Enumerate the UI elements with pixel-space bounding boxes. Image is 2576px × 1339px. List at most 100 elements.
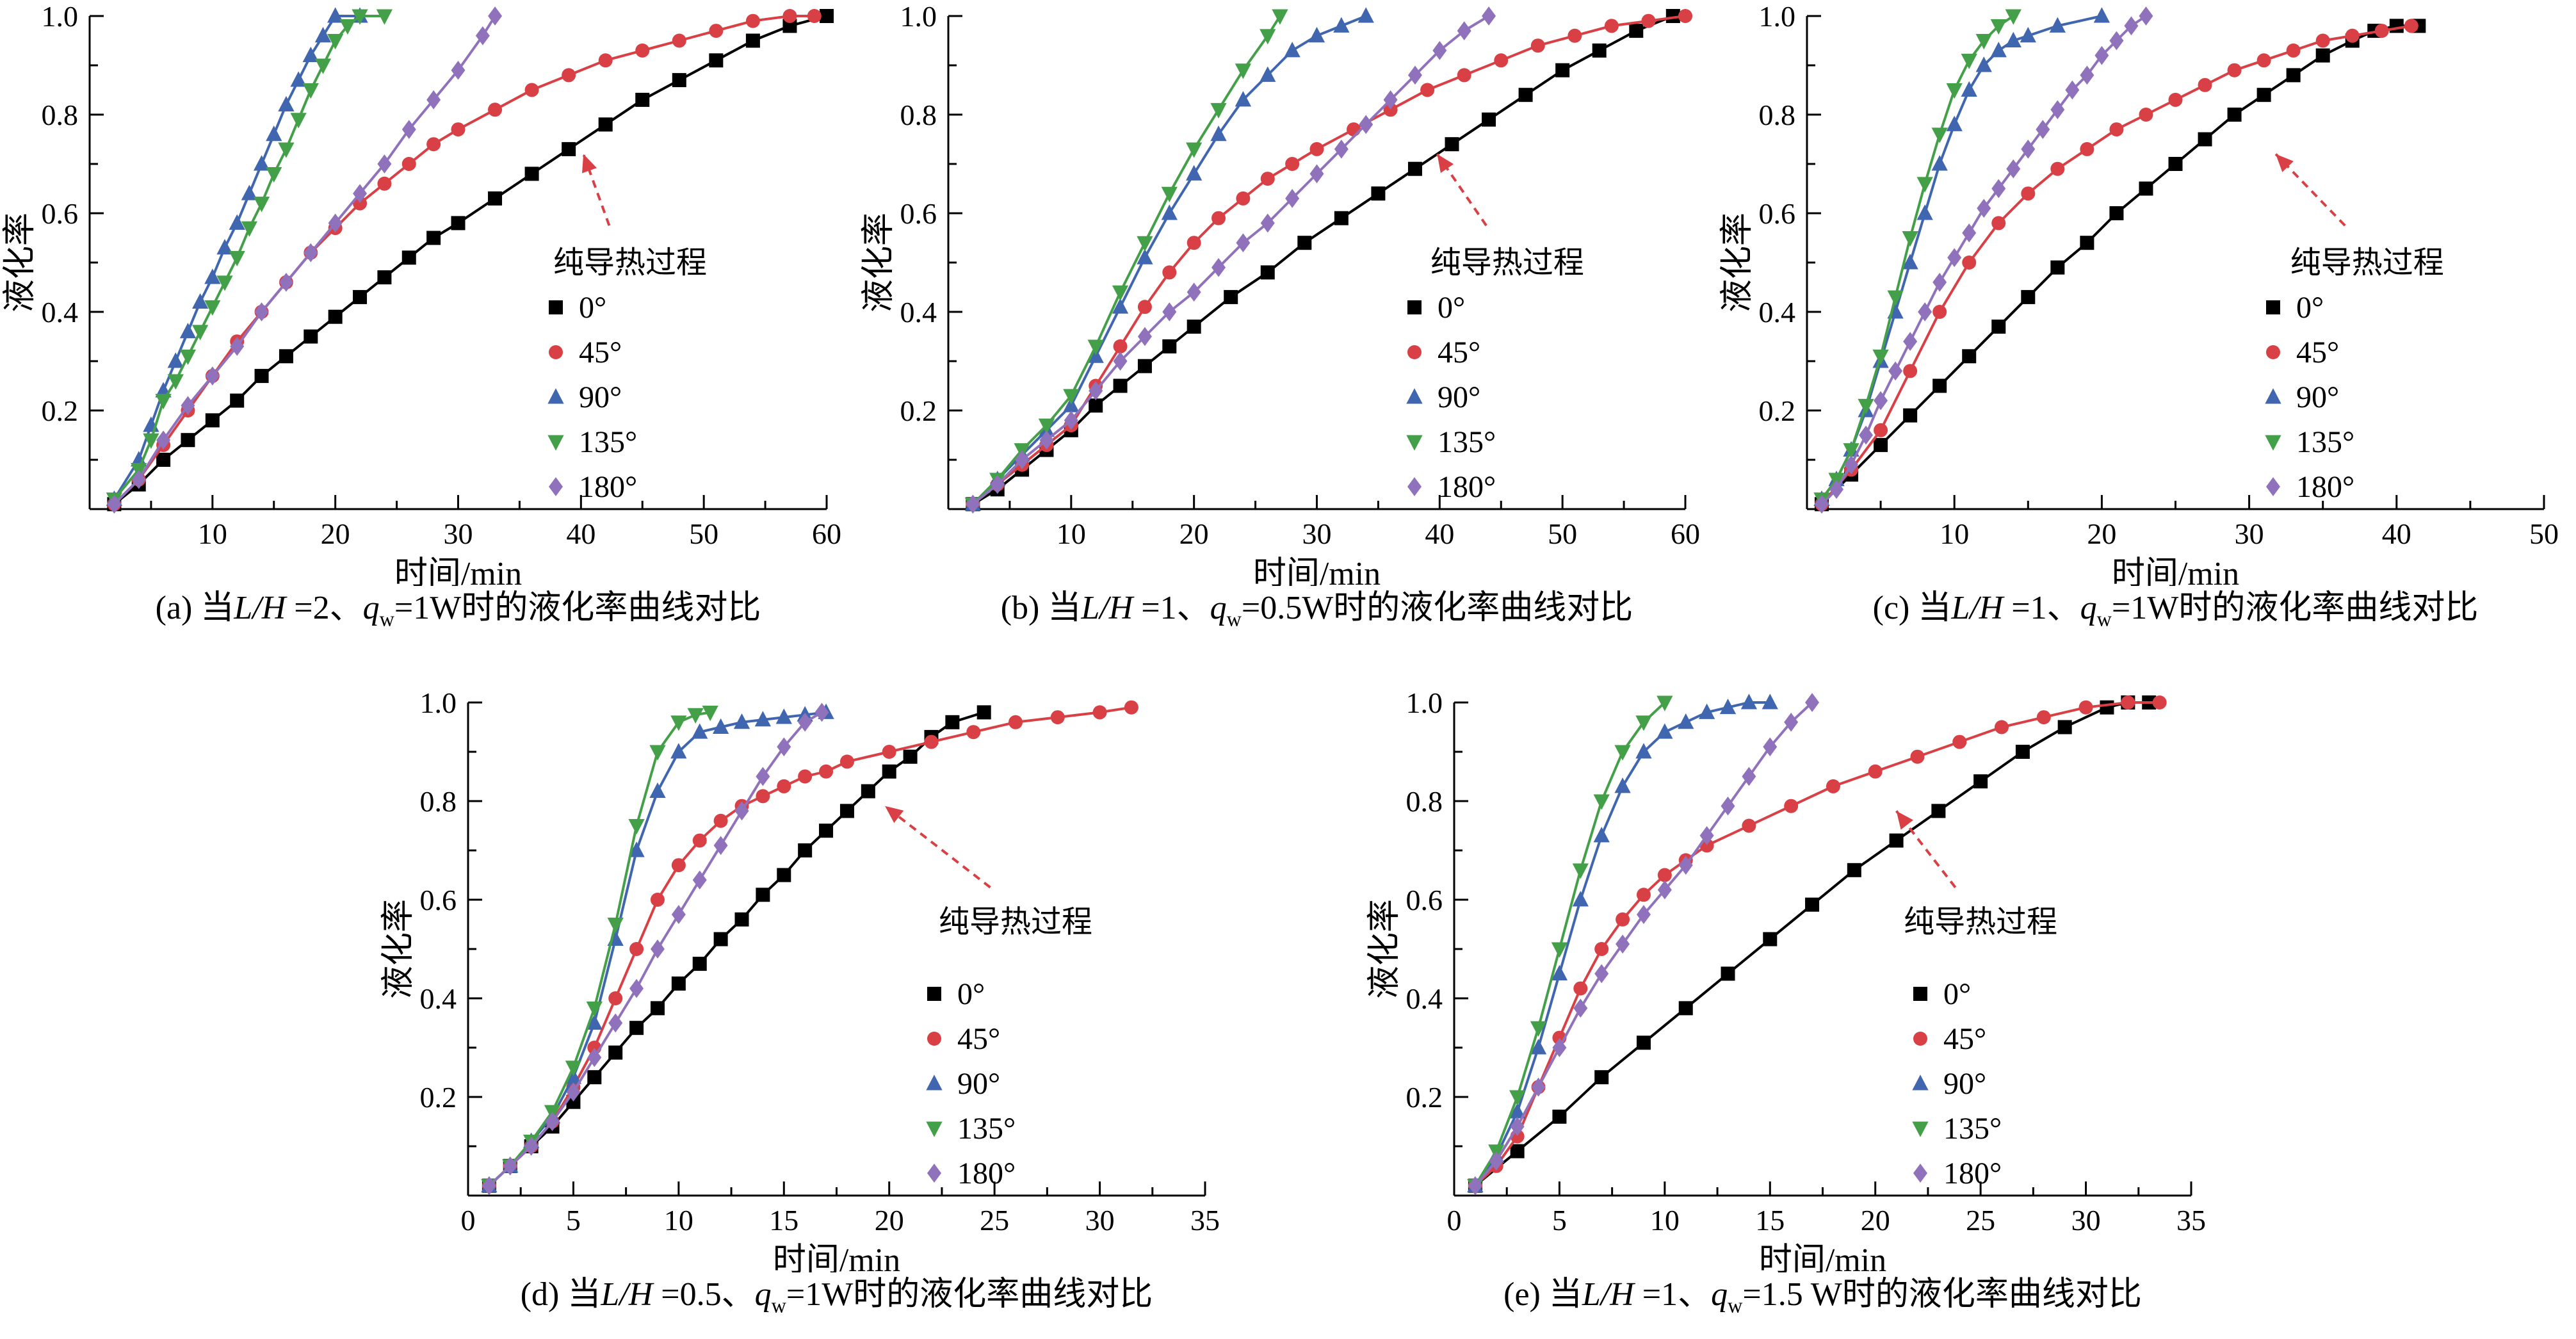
caption-segment: L/H: [1951, 590, 2004, 626]
svg-text:60: 60: [812, 517, 841, 550]
legend-label: 90°: [2296, 380, 2339, 414]
annotation-pure-conduction: 纯导热过程: [1430, 153, 1584, 280]
svg-text:0.4: 0.4: [42, 296, 79, 329]
legend-label: 180°: [957, 1156, 1016, 1190]
caption-segment: =1W时的液化率曲线对比: [786, 1276, 1153, 1313]
caption-segment: q: [362, 590, 380, 626]
legend-label: 90°: [1943, 1067, 1986, 1101]
legend-label: 90°: [957, 1067, 1000, 1101]
y-axis-label: 液化率: [861, 213, 897, 312]
svg-text:50: 50: [1548, 517, 1577, 550]
x-axis-label: 时间/min: [2112, 556, 2239, 586]
arrowhead-icon: [1896, 811, 1913, 830]
series-135deg: [481, 705, 718, 1195]
legend-label: 45°: [957, 1022, 1000, 1056]
chart-a-plot: 0.2 0.4 0.6 0.8 1.0 10 20 30 40 50 60 时间/min 液化率 0° 45…: [2, 0, 841, 586]
svg-text:0.6: 0.6: [1759, 197, 1796, 230]
series-45deg: [482, 700, 1138, 1193]
svg-text:15: 15: [769, 1204, 798, 1237]
legend-label: 0°: [1943, 977, 1971, 1011]
caption-segment: =2、: [286, 590, 363, 626]
svg-text:20: 20: [1861, 1204, 1890, 1237]
arrowhead-icon: [2276, 154, 2294, 172]
legend-label: 180°: [2296, 470, 2354, 504]
chart-a-caption: (a) 当L/H =2、qw=1W时的液化率曲线对比: [0, 588, 859, 631]
annotation-pure-conduction: 纯导热过程: [2274, 153, 2444, 280]
series-135deg: [964, 9, 1288, 514]
svg-text:25: 25: [1966, 1204, 1995, 1237]
caption-segment: =1、: [1133, 590, 1210, 626]
legend-label: 0°: [957, 977, 985, 1011]
y-axis-label: 液化率: [1366, 899, 1403, 999]
legend-label: 45°: [2296, 336, 2339, 369]
caption-segment: (c) 当: [1872, 590, 1952, 626]
svg-text:30: 30: [1302, 517, 1332, 550]
chart-d: 0.2 0.4 0.6 0.8 1.0 0 5 10 15 20 25 30 35 时间/min 液化率 0°…: [378, 686, 1237, 1318]
arrowhead-icon: [1437, 154, 1454, 174]
chart-c-caption: (c) 当L/H =1、qw=1W时的液化率曲线对比: [1717, 588, 2576, 631]
chart-b-plot: 0.2 0.4 0.6 0.8 1.0 10 20 30 40 50 60 时间/min 液化率 0° 45…: [861, 0, 1700, 586]
svg-text:1.0: 1.0: [900, 0, 937, 33]
legend-label: 135°: [1943, 1112, 2002, 1146]
svg-text:0.2: 0.2: [420, 1081, 457, 1114]
annotation-text: 纯导热过程: [939, 905, 1092, 939]
axes: 0.2 0.4 0.6 0.8 1.0 0 5 10 15 20 25 30 35: [420, 686, 1220, 1237]
svg-text:10: 10: [1057, 517, 1086, 550]
caption-segment: (d) 当: [520, 1276, 601, 1313]
svg-text:0.2: 0.2: [900, 394, 937, 427]
legend-label: 45°: [1438, 336, 1480, 369]
svg-text:35: 35: [1190, 1204, 1220, 1237]
arrowhead-icon: [885, 806, 904, 824]
svg-text:0.4: 0.4: [900, 296, 937, 329]
svg-text:0.8: 0.8: [42, 99, 79, 131]
caption-segment: L/H: [1081, 590, 1133, 626]
legend: 0° 45° 90° 135° 180°: [1406, 291, 1496, 504]
caption-segment: q: [2080, 590, 2097, 626]
axes: 0.2 0.4 0.6 0.8 1.0 10 20 30 40 50: [1759, 0, 2559, 550]
caption-segment: =1W时的液化率曲线对比: [394, 590, 761, 626]
caption-segment: =1.5 W时的液化率曲线对比: [1742, 1276, 2142, 1313]
series-180deg: [966, 6, 1496, 514]
svg-text:30: 30: [1085, 1204, 1115, 1237]
caption-segment: (a) 当: [155, 590, 234, 626]
chart-b-caption: (b) 当L/H =1、qw=0.5W时的液化率曲线对比: [859, 588, 1717, 631]
annotation-pure-conduction: 纯导热过程: [884, 805, 1092, 939]
legend: 0° 45° 90° 135° 180°: [926, 977, 1016, 1190]
caption-segment: L/H: [601, 1276, 653, 1313]
series-135deg: [1813, 9, 2021, 508]
svg-text:60: 60: [1671, 517, 1700, 550]
legend: 0° 45° 90° 135° 180°: [547, 291, 637, 504]
arrowhead-icon: [582, 154, 597, 174]
caption-segment: L/H: [234, 590, 286, 626]
x-axis-label: 时间/min: [1253, 556, 1381, 586]
chart-e: 0.2 0.4 0.6 0.8 1.0 0 5 10 15 20 25 30 35 时间/min 液化率 0°…: [1365, 686, 2223, 1318]
chart-e-caption: (e) 当L/H =1、qw=1.5 W时的液化率曲线对比: [1365, 1275, 2223, 1318]
svg-text:1.0: 1.0: [420, 686, 457, 719]
svg-text:10: 10: [1650, 1204, 1680, 1237]
caption-segment: L/H: [1582, 1276, 1634, 1313]
caption-segment: =1、: [2003, 590, 2080, 626]
svg-text:0.6: 0.6: [900, 197, 937, 230]
caption-segment: w: [2096, 607, 2112, 631]
caption-segment: =1、: [1633, 1276, 1712, 1313]
annotation-pure-conduction: 纯导热过程: [1895, 810, 2057, 939]
series-180deg: [482, 702, 829, 1196]
svg-text:40: 40: [1425, 517, 1454, 550]
svg-text:1.0: 1.0: [1406, 686, 1443, 719]
svg-text:20: 20: [321, 517, 350, 550]
svg-text:1.0: 1.0: [42, 0, 79, 33]
svg-text:0.2: 0.2: [1759, 394, 1796, 427]
legend-label: 135°: [579, 425, 637, 459]
svg-text:30: 30: [2235, 517, 2264, 550]
svg-text:0.8: 0.8: [1406, 785, 1443, 818]
series-135deg: [106, 9, 393, 508]
svg-text:0.6: 0.6: [42, 197, 79, 230]
chart-e-plot: 0.2 0.4 0.6 0.8 1.0 0 5 10 15 20 25 30 35 时间/min 液化率 0°…: [1366, 686, 2207, 1272]
legend-label: 45°: [579, 336, 622, 369]
series-0deg: [1468, 695, 2157, 1193]
caption-segment: w: [379, 607, 394, 631]
svg-text:50: 50: [689, 517, 718, 550]
caption-segment: =0.5、: [652, 1276, 755, 1313]
axes: 0.2 0.4 0.6 0.8 1.0 0 5 10 15 20 25 30 35: [1406, 686, 2207, 1237]
svg-text:30: 30: [2071, 1204, 2101, 1237]
